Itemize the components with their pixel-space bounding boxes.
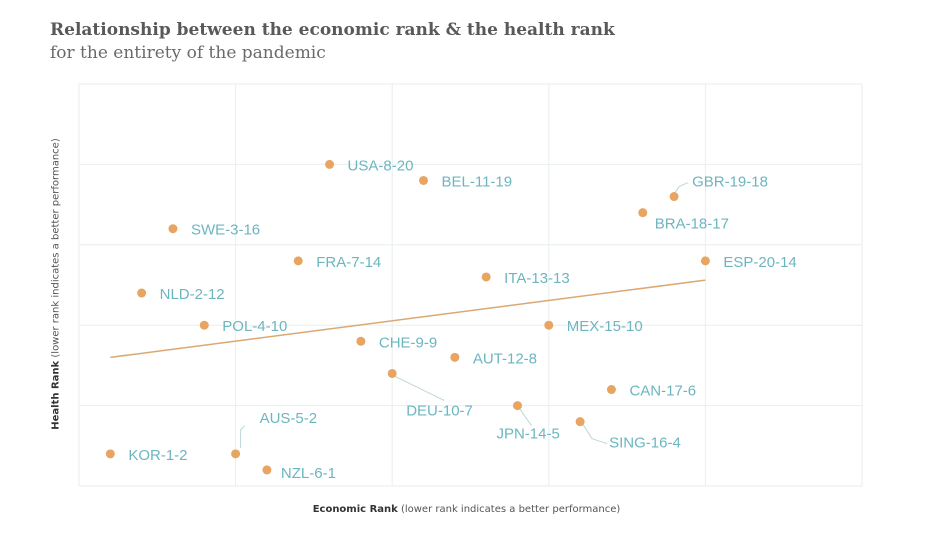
point-jpn-14-5 <box>512 401 522 411</box>
label-jpn-14-5: JPN-14-5 <box>496 426 559 443</box>
point-ita-13-13 <box>481 272 491 282</box>
label-usa-8-20: USA-8-20 <box>348 157 414 174</box>
point-pol-4-10 <box>199 320 209 330</box>
point-gbr-19-18 <box>669 192 679 202</box>
point-kor-1-2 <box>105 449 115 459</box>
leader-sing-16-4 <box>582 424 608 445</box>
label-esp-20-14: ESP-20-14 <box>723 254 796 271</box>
point-sing-16-4 <box>575 417 585 427</box>
point-aut-12-8 <box>450 352 460 362</box>
data-points <box>105 159 710 475</box>
point-bra-18-17 <box>638 208 648 218</box>
point-labels: KOR-1-2 NLD-2-12 SWE-3-16 POL-4-10 AUS-5-2 NZ… <box>128 157 796 482</box>
x-axis-label: Economic Rank (lower rank indicates a be… <box>312 504 621 515</box>
label-ita-13-13: ITA-13-13 <box>504 270 570 287</box>
chart-subtitle: for the entirety of the pandemic <box>50 43 326 63</box>
point-mex-15-10 <box>544 320 554 330</box>
trend-line <box>110 279 706 359</box>
chart-title: Relationship between the economic rank &… <box>50 20 615 40</box>
label-kor-1-2: KOR-1-2 <box>128 447 187 464</box>
label-can-17-6: CAN-17-6 <box>629 383 696 400</box>
leader-deu-10-7 <box>394 375 445 401</box>
label-bra-18-17: BRA-18-17 <box>655 216 729 233</box>
point-swe-3-16 <box>168 224 178 234</box>
label-deu-10-7: DEU-10-7 <box>406 402 473 419</box>
leader-lines <box>240 182 689 448</box>
label-swe-3-16: SWE-3-16 <box>191 222 260 239</box>
point-esp-20-14 <box>700 256 710 266</box>
point-deu-10-7 <box>387 368 397 378</box>
label-nld-2-12: NLD-2-12 <box>160 286 225 303</box>
label-che-9-9: CHE-9-9 <box>379 334 437 351</box>
label-aut-12-8: AUT-12-8 <box>473 350 537 367</box>
point-usa-8-20 <box>325 159 335 169</box>
label-gbr-19-18: GBR-19-18 <box>692 174 768 191</box>
point-che-9-9 <box>356 336 366 346</box>
point-nzl-6-1 <box>262 465 272 475</box>
point-fra-7-14 <box>293 256 303 266</box>
label-fra-7-14: FRA-7-14 <box>316 254 381 271</box>
leader-aus-5-2 <box>240 425 245 448</box>
label-nzl-6-1: NZL-6-1 <box>281 465 336 482</box>
leader-jpn-14-5 <box>519 408 532 426</box>
plot-frame <box>78 83 863 487</box>
label-aus-5-2: AUS-5-2 <box>260 410 318 427</box>
label-sing-16-4: SING-16-4 <box>609 435 681 452</box>
label-mex-15-10: MEX-15-10 <box>567 318 643 335</box>
point-aus-5-2 <box>231 449 241 459</box>
point-bel-11-19 <box>419 175 429 185</box>
point-nld-2-12 <box>137 288 147 298</box>
label-pol-4-10: POL-4-10 <box>222 318 287 335</box>
leader-gbr-19-18 <box>674 182 689 193</box>
grid <box>78 83 863 487</box>
y-axis-label: Health Rank (lower rank indicates a bett… <box>50 138 62 430</box>
label-bel-11-19: BEL-11-19 <box>442 173 513 190</box>
point-can-17-6 <box>606 385 616 395</box>
